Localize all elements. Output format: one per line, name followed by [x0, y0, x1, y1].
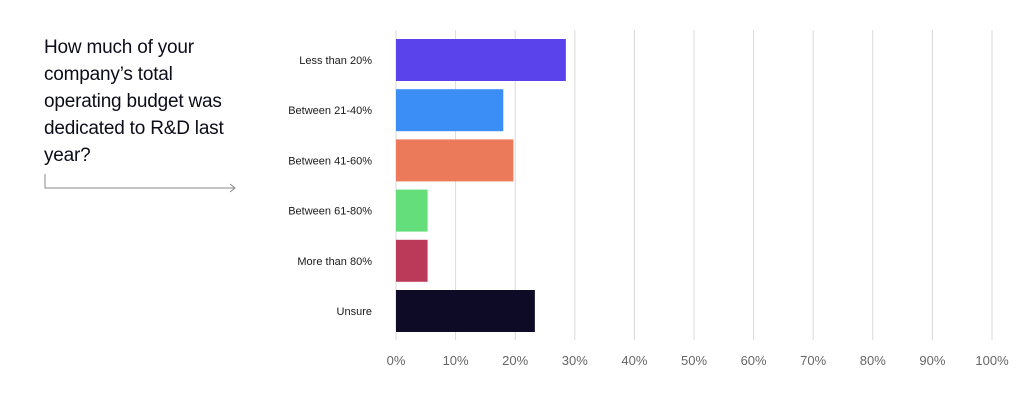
bar	[396, 239, 428, 282]
bars	[396, 39, 566, 332]
bar	[396, 39, 566, 81]
x-tick-label: 0%	[387, 353, 406, 368]
x-tick-label: 90%	[919, 353, 945, 368]
arrow-right-icon	[44, 174, 236, 193]
category-label: Less than 20%	[299, 55, 372, 67]
x-tick-label: 100%	[975, 353, 1009, 368]
x-tick-label: 20%	[502, 353, 528, 368]
category-label: Between 21-40%	[288, 105, 372, 117]
x-tick-label: 40%	[621, 353, 647, 368]
category-label: Unsure	[337, 306, 372, 318]
bar	[396, 290, 535, 332]
x-tick-label: 30%	[562, 353, 588, 368]
bar	[396, 89, 504, 132]
category-label: Between 61-80%	[288, 206, 372, 218]
bar	[396, 189, 428, 232]
bar	[396, 139, 514, 182]
category-labels: Less than 20% Between 21-40% Between 41-60…	[288, 55, 372, 318]
category-label: More than 80%	[297, 256, 372, 268]
question-text: How much of your company’s total operati…	[44, 37, 224, 166]
x-tick-labels: 0% 10% 20% 30% 40% 50% 60% 70% 80% 90% 100%	[387, 353, 1009, 368]
x-tick-label: 10%	[443, 353, 469, 368]
gridlines	[395, 30, 993, 340]
x-tick-label: 50%	[681, 353, 707, 368]
x-tick-label: 70%	[800, 353, 826, 368]
x-tick-label: 80%	[860, 353, 886, 368]
category-label: Between 41-60%	[288, 155, 372, 167]
x-tick-label: 60%	[741, 353, 767, 368]
